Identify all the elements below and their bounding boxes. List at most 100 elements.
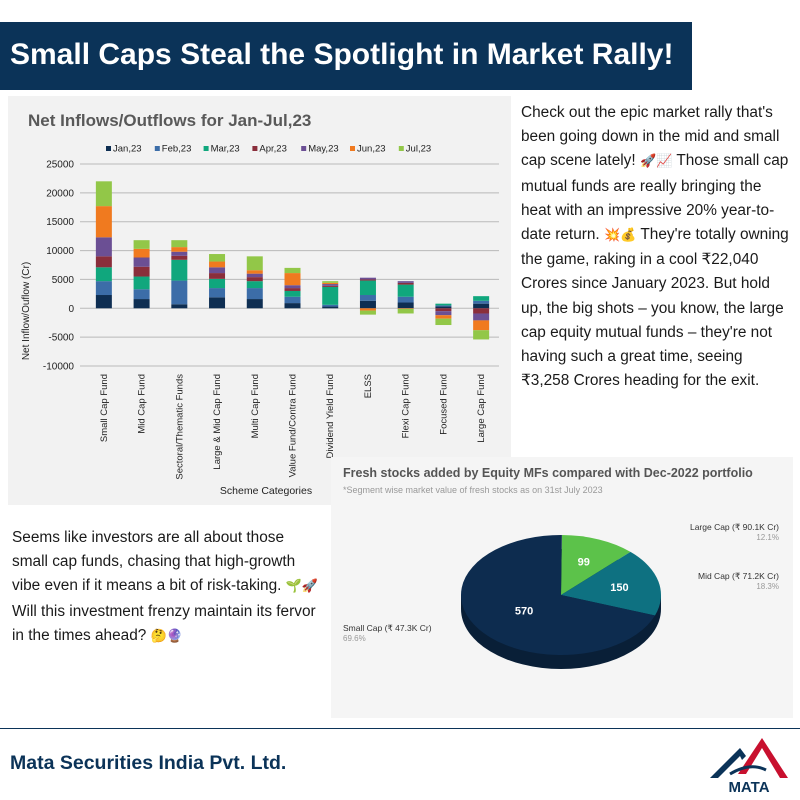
bar-segment (171, 304, 188, 309)
x-tick-label: Sectoral/Thematic Funds (174, 374, 185, 480)
bar-segment (209, 288, 226, 298)
paragraph-text: They're totally owning the game, raking … (521, 226, 789, 390)
pie-labels: 99 150 570 Large Cap (₹ 90.1K Cr)12.1% Mid C… (343, 522, 779, 643)
bar-segment (284, 267, 301, 274)
bar-segment (95, 206, 112, 238)
footer-divider (0, 728, 800, 729)
bar-segment (284, 290, 301, 297)
bar-segment (397, 284, 414, 297)
seedling-rocket-emoji: 🌱🚀 (285, 579, 319, 595)
bar-segment (473, 313, 490, 321)
bar-segment (284, 285, 301, 289)
x-tick-label: ELSS (363, 374, 374, 398)
paragraph-text: Check out the epic market rally that's b… (521, 104, 780, 170)
bar-segment (171, 280, 188, 305)
bar-segment (133, 266, 150, 277)
y-tick-label: 0 (68, 304, 74, 315)
x-tick-label: Large Cap Fund (476, 374, 487, 443)
bar-segment (171, 251, 188, 256)
bar-segment (435, 306, 452, 309)
bar-segment (95, 181, 112, 207)
bar-segment (397, 308, 414, 314)
bar-segment (209, 297, 226, 309)
legend-swatch (154, 146, 160, 151)
bar-segment (435, 308, 452, 312)
boom-moneybag-emoji: 💥💰 (604, 228, 637, 244)
bar-segment (322, 285, 339, 287)
bar-segment (209, 278, 226, 289)
bar-segment (397, 281, 414, 283)
x-axis-ticks: Small Cap Fund Mid Cap Fund Sectoral/Thema… (99, 374, 487, 480)
y-tick-label: 15000 (46, 217, 74, 228)
bar-segment (359, 310, 376, 315)
x-tick-label: Mid Cap Fund (137, 374, 148, 434)
company-name: Mata Securities India Pvt. Ltd. (10, 752, 287, 774)
pie-category-label: Small Cap (₹ 47.3K Cr) (343, 623, 432, 633)
bar-segment (359, 295, 376, 301)
bar-segment (171, 247, 188, 252)
bar-segment (95, 267, 112, 282)
bar-segment (397, 282, 414, 285)
bar-segment (473, 296, 490, 301)
bar-segment (435, 315, 452, 319)
bar-segment (171, 259, 188, 281)
paragraph-text: Those small cap mutual funds are really … (521, 152, 789, 244)
legend-swatch (203, 146, 209, 151)
bar-segment (359, 308, 376, 311)
bar-segment (435, 318, 452, 326)
legend-swatch (106, 146, 111, 151)
legend-label: Jun,23 (357, 144, 386, 155)
bar-segment (133, 257, 150, 267)
rocket-chart-emoji: 🚀📈 (639, 154, 673, 170)
logo-mountain-left (710, 748, 746, 778)
y-axis-ticks: -10000 -5000 0 5000 10000 15000 20000 25000 (43, 160, 75, 373)
y-tick-label: 20000 (46, 188, 74, 199)
page-title: Small Caps Steal the Spotlight in Market… (0, 22, 692, 90)
pie-category-label: Large Cap (₹ 90.1K Cr) (690, 522, 779, 532)
bar-segment (322, 306, 339, 309)
legend-label: May,23 (308, 144, 338, 155)
bar-segment (473, 330, 490, 340)
bar-segment (322, 284, 339, 286)
bar-segment (473, 300, 490, 304)
bar-segment (435, 311, 452, 316)
bar-segment (284, 296, 301, 304)
pie-category-label: Mid Cap (₹ 71.2K Cr) (698, 571, 779, 581)
bar-segment (473, 320, 490, 331)
pie-value-label: 99 (578, 557, 590, 569)
paragraph-text: Will this investment frenzy maintain its… (12, 602, 316, 644)
bar-segment (359, 277, 376, 280)
bar-segment (473, 308, 490, 314)
fresh-stocks-pie-chart: Fresh stocks added by Equity MFs compare… (343, 466, 779, 669)
legend-label: Mar,23 (211, 144, 240, 155)
bar-segment (397, 308, 414, 309)
bar-segment (209, 254, 226, 262)
commentary-paragraph-2: Seems like investors are all about those… (12, 526, 324, 649)
x-tick-label: Dividend Yield Fund (325, 374, 336, 459)
bar-segment (133, 276, 150, 290)
bar-segment (322, 304, 339, 307)
pie-title: Fresh stocks added by Equity MFs compare… (343, 466, 753, 480)
mata-logo: MATA (710, 738, 788, 796)
legend-swatch (398, 146, 404, 151)
bar-segment (95, 237, 112, 257)
bar-segment (284, 303, 301, 309)
bar-segment (322, 286, 339, 305)
bar-segment (246, 288, 263, 300)
legend-label: Apr,23 (259, 144, 286, 155)
bar-segment (246, 273, 263, 278)
paragraph-text: Seems like investors are all about those… (12, 529, 296, 595)
y-axis-label: Net Inflow/Ouflow (Cr) (21, 262, 32, 360)
bar-segment (359, 300, 376, 309)
bar-segment (133, 248, 150, 258)
y-tick-label: 25000 (46, 160, 74, 171)
bar-segment (246, 277, 263, 282)
net-flows-chart-panel: Net Inflows/Outflows for Jan-Jul,23 Jan,… (8, 96, 511, 505)
bar-segment (95, 295, 112, 309)
x-axis-label: Scheme Categories (220, 485, 312, 497)
logo-mountain-right (738, 738, 788, 778)
x-tick-label: Multi Cap Fund (250, 374, 261, 438)
y-tick-label: -5000 (48, 333, 74, 344)
bar-segment (397, 302, 414, 309)
bar-segment (246, 270, 263, 274)
